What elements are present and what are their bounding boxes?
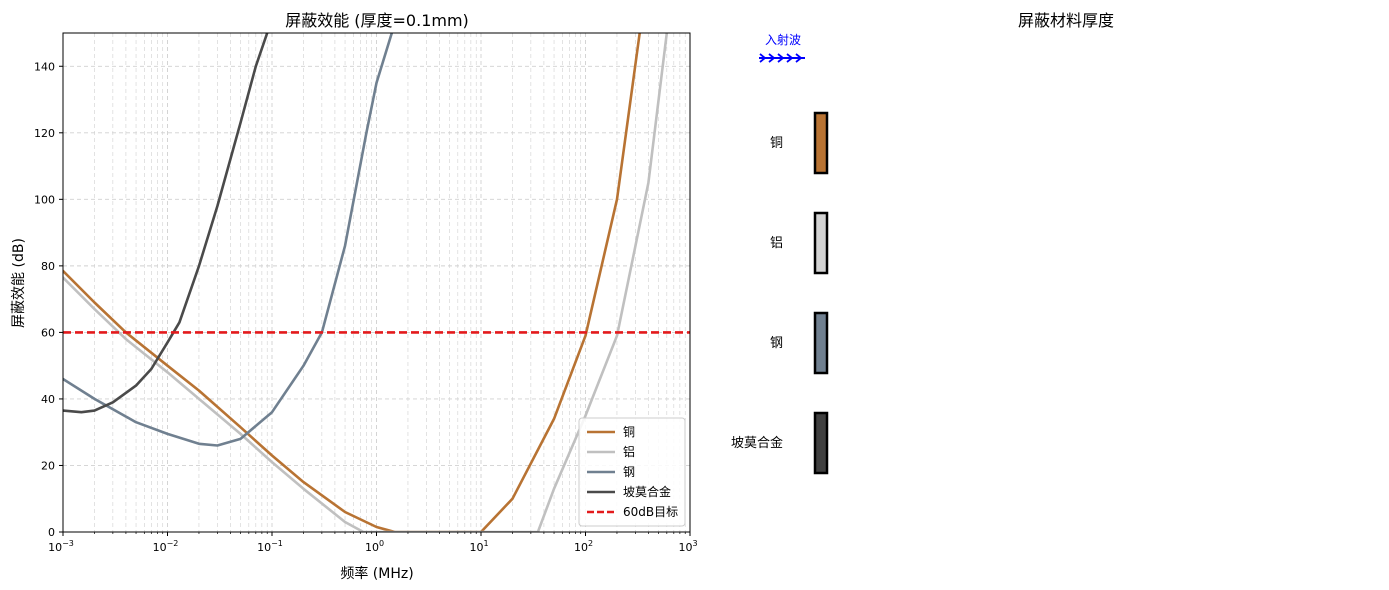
y-tick-label: 40 — [41, 393, 55, 406]
legend-box — [578, 417, 686, 527]
x-tick-label: 100 — [365, 539, 384, 554]
series-line-铝 — [63, 33, 669, 532]
y-tick-label: 60 — [41, 326, 55, 339]
x-axis-label: 频率 (MHz) — [340, 565, 413, 582]
material-label: 坡莫合金 — [731, 435, 783, 451]
material-layer-铝 — [813, 211, 829, 275]
shielding-effectiveness-chart: 屏蔽效能 (厚度=0.1mm) 10−3 10−2 10−1 100 101 102 103… — [11, 11, 698, 582]
chart-title: 屏蔽效能 (厚度=0.1mm) — [285, 11, 469, 30]
legend-label: 铜 — [623, 424, 635, 439]
incident-wave-arrowhead — [795, 53, 803, 63]
diagram-title: 屏蔽材料厚度 — [1018, 11, 1114, 30]
material-layer-铜 — [813, 111, 829, 175]
incident-wave-arrowhead — [768, 53, 776, 63]
legend-label: 坡莫合金 — [623, 484, 671, 499]
y-tick-label: 0 — [48, 526, 55, 539]
material-layer-钢 — [813, 311, 829, 375]
incident-wave-arrowhead — [786, 53, 794, 63]
series-layer — [63, 33, 690, 532]
y-tick-label: 80 — [41, 260, 55, 273]
incident-wave-arrowhead — [777, 53, 785, 63]
series-line-钢 — [63, 33, 394, 447]
material-label: 铜 — [770, 136, 783, 151]
y-axis-ticks: 0 20 40 60 80 100 120 140 — [34, 60, 63, 539]
incident-wave-arrowhead — [759, 53, 767, 63]
legend-label: 60dB目标 — [623, 505, 678, 519]
x-tick-label: 101 — [469, 539, 488, 554]
y-tick-label: 20 — [41, 459, 55, 472]
y-tick-label: 140 — [34, 60, 55, 73]
x-tick-label: 10−1 — [257, 539, 283, 554]
x-tick-label: 10−3 — [48, 539, 74, 554]
x-tick-label: 103 — [678, 539, 697, 554]
incident-wave-arrows — [759, 53, 805, 63]
y-axis-label: 屏蔽效能 (dB) — [11, 238, 27, 328]
x-axis-ticks: 10−3 10−2 10−1 100 101 102 103 — [48, 532, 698, 554]
material-layer-坡莫合金 — [813, 411, 829, 475]
x-tick-label: 10−2 — [153, 539, 179, 554]
x-tick-label: 102 — [574, 539, 593, 554]
series-line-坡莫合金 — [63, 33, 269, 414]
y-tick-label: 120 — [34, 127, 55, 140]
y-tick-label: 100 — [34, 193, 55, 206]
legend-label: 钢 — [623, 465, 635, 479]
material-label: 钢 — [770, 336, 783, 351]
material-label: 铝 — [770, 236, 783, 251]
series-line-铜 — [63, 33, 641, 532]
incident-wave-label: 入射波 — [765, 32, 801, 47]
legend-label: 铝 — [623, 444, 635, 459]
